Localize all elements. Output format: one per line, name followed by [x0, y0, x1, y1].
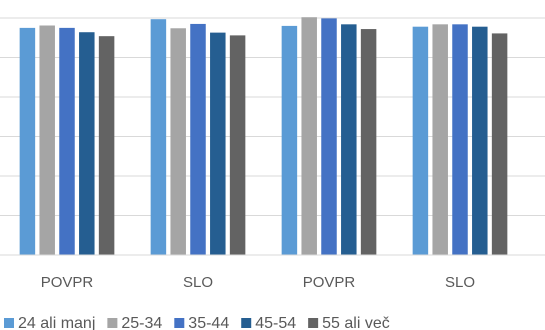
- bar: [210, 33, 226, 255]
- legend-label: 35-44: [188, 315, 229, 330]
- legend-item: 25-34: [107, 315, 162, 330]
- bar: [59, 28, 75, 255]
- bar: [492, 33, 508, 255]
- legend-label: 55 ali več: [322, 315, 390, 330]
- bar: [39, 26, 55, 255]
- bar: [151, 19, 167, 255]
- legend-item: 45-54: [241, 315, 296, 330]
- x-tick-label: SLO: [183, 274, 213, 291]
- legend-swatch: [174, 318, 184, 328]
- bar: [413, 27, 429, 255]
- bar: [170, 28, 186, 255]
- bar: [20, 28, 36, 255]
- legend-label: 24 ali manj: [18, 315, 95, 330]
- bar: [79, 32, 95, 255]
- bar: [432, 24, 448, 255]
- legend-swatch: [107, 318, 117, 328]
- legend-item: 55 ali več: [308, 315, 390, 330]
- legend: 24 ali manj 25-34 35-44 45-54 55 ali več: [4, 315, 390, 330]
- legend-swatch: [308, 318, 318, 328]
- x-tick-labels: POVPR SLO POVPR SLO: [41, 274, 475, 291]
- bar: [301, 17, 317, 255]
- bar: [282, 26, 298, 255]
- x-tick-label: POVPR: [41, 274, 94, 291]
- bar: [341, 24, 357, 255]
- x-tick-label: POVPR: [303, 274, 356, 291]
- legend-swatch: [4, 318, 14, 328]
- bar: [99, 36, 115, 255]
- legend-label: 25-34: [121, 315, 162, 330]
- bar: [452, 24, 468, 255]
- bar: [361, 29, 377, 255]
- bar: [472, 27, 488, 255]
- bar: [230, 35, 246, 255]
- legend-swatch: [241, 318, 251, 328]
- bar: [190, 24, 206, 255]
- legend-item: 35-44: [174, 315, 229, 330]
- bar: [321, 18, 337, 255]
- legend-label: 45-54: [255, 315, 296, 330]
- x-tick-label: SLO: [445, 274, 475, 291]
- legend-item: 24 ali manj: [4, 315, 95, 330]
